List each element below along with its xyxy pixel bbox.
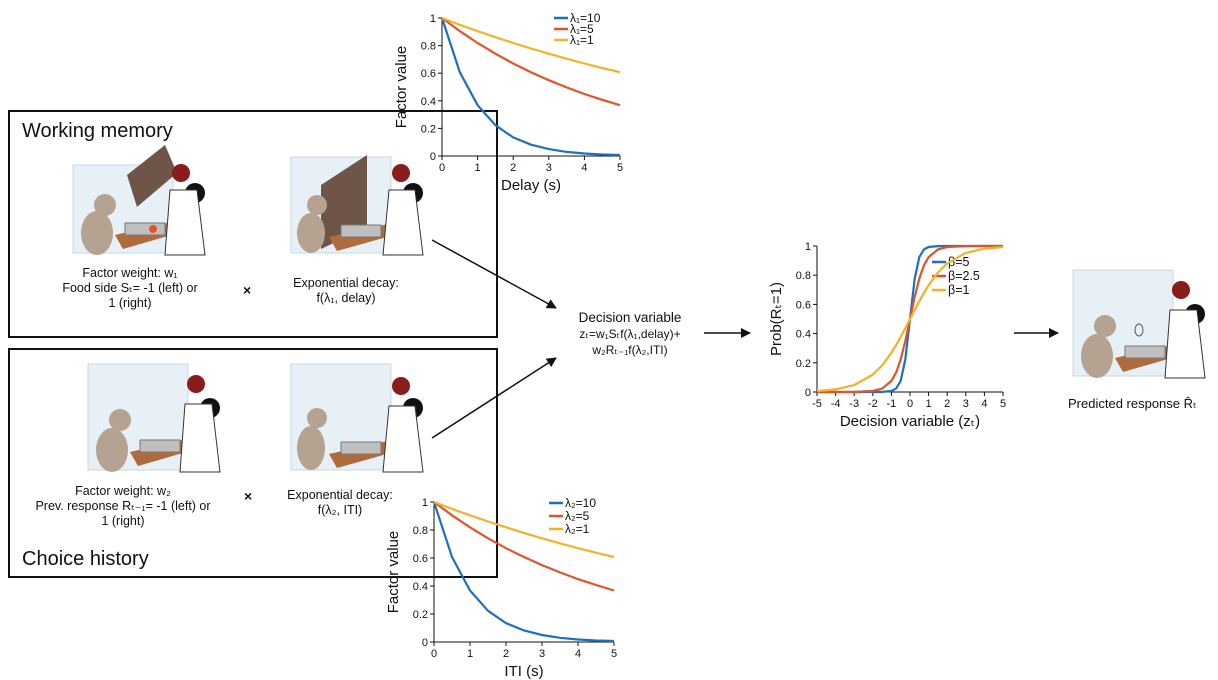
x-tick-label: 3 bbox=[546, 162, 552, 174]
x-tick-label: 0 bbox=[431, 648, 437, 660]
decision-variable-block: Decision variable zₜ=w₁Sₜf(λ₁,delay)+ w₂… bbox=[560, 310, 700, 358]
weight-caption-line: 1 (right) bbox=[101, 514, 145, 528]
y-tick-label: 1 bbox=[805, 241, 811, 253]
x-axis-label: Decision variable (zₜ) bbox=[840, 413, 980, 430]
x-axis-label: Delay (s) bbox=[501, 177, 561, 194]
legend-label: λ₂=5 bbox=[565, 509, 590, 523]
x-tick-label: 2 bbox=[503, 648, 509, 660]
iti-decay-caption: Exponential decay: f(λ₂, ITI) bbox=[270, 488, 410, 518]
decay-caption-line: Exponential decay: bbox=[287, 488, 393, 502]
y-tick-label: 0.2 bbox=[413, 609, 428, 621]
weight-caption-line: Factor weight: w₂ bbox=[75, 484, 171, 498]
y-axis-label: Factor value bbox=[385, 531, 402, 614]
y-tick-label: 1 bbox=[430, 13, 436, 25]
weight-caption-line: Prev. response Rₜ₋₁= -1 (left) or bbox=[35, 499, 211, 513]
y-tick-label: 0 bbox=[805, 387, 811, 399]
y-tick-label: 0.6 bbox=[421, 68, 436, 80]
legend-label: λ₁=1 bbox=[570, 33, 594, 47]
y-tick-label: 0.4 bbox=[421, 96, 436, 108]
y-tick-label: 0.4 bbox=[413, 581, 428, 593]
x-tick-label: 1 bbox=[926, 398, 932, 410]
series-line bbox=[816, 245, 1004, 393]
y-tick-label: 0.8 bbox=[413, 525, 428, 537]
choice-history-response-illustration bbox=[87, 363, 221, 473]
x-tick-label: 1 bbox=[475, 162, 481, 174]
delay-decay-chart: 0 1 2 3 4 5 0 0.2 0.4 0.6 0.8 1 Delay (s) Factor valu… bbox=[393, 11, 623, 194]
predicted-response-illustration bbox=[1072, 269, 1206, 379]
y-tick-label: 0 bbox=[430, 151, 436, 163]
weight-caption-line: 1 (right) bbox=[108, 296, 152, 310]
multiply-sign: × bbox=[243, 282, 252, 298]
decay-caption-line: Exponential decay: bbox=[293, 276, 399, 290]
series-line bbox=[441, 17, 621, 107]
x-tick-label: 0 bbox=[907, 398, 913, 410]
x-tick-label: 5 bbox=[1000, 398, 1006, 410]
y-tick-label: 0.2 bbox=[796, 358, 811, 370]
prev-response-caption: Factor weight: w₂ Prev. response Rₜ₋₁= -… bbox=[18, 484, 228, 529]
working-memory-title: Working memory bbox=[22, 120, 173, 142]
multiply-sign: × bbox=[244, 488, 253, 504]
legend-label: λ₂=1 bbox=[565, 522, 590, 536]
choice-history-panel bbox=[8, 348, 498, 578]
legend-label: λ₂=10 bbox=[565, 496, 596, 510]
y-tick-label: 0 bbox=[422, 637, 428, 649]
y-axis-label: Prob(Rₜ=1) bbox=[768, 282, 785, 356]
y-tick-label: 0.6 bbox=[413, 553, 428, 565]
legend-label: β=2.5 bbox=[948, 269, 980, 283]
y-tick-label: 0.6 bbox=[796, 299, 811, 311]
delay-decay-caption: Exponential decay: f(λ₁, delay) bbox=[276, 276, 416, 306]
predicted-response-label: Predicted response R̂ₜ bbox=[1068, 396, 1197, 411]
choice-history-iti-illustration bbox=[290, 363, 424, 473]
legend-label: λ₁=5 bbox=[570, 22, 594, 36]
x-tick-label: -2 bbox=[868, 398, 878, 410]
food-side-caption: Factor weight: w₁ Food side Sₜ= -1 (left… bbox=[40, 266, 220, 311]
x-tick-label: 4 bbox=[981, 398, 987, 410]
x-tick-label: 3 bbox=[539, 648, 545, 660]
choice-history-title: Choice history bbox=[22, 548, 149, 570]
series-line bbox=[433, 501, 615, 592]
y-tick-label: 0.2 bbox=[421, 123, 436, 135]
x-tick-label: 2 bbox=[944, 398, 950, 410]
x-tick-label: 5 bbox=[611, 648, 617, 660]
decay-caption-line: f(λ₁, delay) bbox=[316, 291, 376, 305]
x-tick-label: 4 bbox=[575, 648, 581, 660]
decay-caption-line: f(λ₂, ITI) bbox=[317, 503, 363, 517]
legend-label: β=1 bbox=[948, 283, 969, 297]
x-tick-label: 4 bbox=[581, 162, 587, 174]
series-line bbox=[440, 17, 621, 157]
x-tick-label: -5 bbox=[812, 398, 822, 410]
x-tick-label: -4 bbox=[831, 398, 841, 410]
decision-variable-title: Decision variable bbox=[578, 310, 682, 325]
x-tick-label: -3 bbox=[849, 398, 859, 410]
x-axis-label: ITI (s) bbox=[504, 663, 543, 680]
iti-decay-chart: 0 1 2 3 4 5 0 0.2 0.4 0.6 0.8 1 ITI (s) Factor value λ… bbox=[385, 496, 617, 680]
legend-label: β=5 bbox=[948, 255, 969, 269]
working-memory-delay-illustration bbox=[290, 155, 424, 256]
weight-caption-line: Food side Sₜ= -1 (left) or bbox=[62, 281, 198, 295]
series-line bbox=[441, 16, 621, 74]
legend-label: λ₁=10 bbox=[570, 11, 601, 25]
working-memory-panel bbox=[8, 110, 498, 338]
y-tick-label: 1 bbox=[422, 497, 428, 509]
x-tick-label: 3 bbox=[963, 398, 969, 410]
x-tick-label: -1 bbox=[887, 398, 897, 410]
x-tick-label: 0 bbox=[439, 162, 445, 174]
series-line bbox=[432, 501, 615, 643]
x-tick-label: 5 bbox=[617, 162, 623, 174]
y-tick-label: 0.4 bbox=[796, 329, 811, 341]
y-tick-label: 0.8 bbox=[421, 41, 436, 53]
series-line bbox=[433, 500, 615, 559]
decision-variable-formula-line2: w₂Rₜ₋₁f(λ₂,ITI) bbox=[592, 343, 668, 357]
x-tick-label: 1 bbox=[467, 648, 473, 660]
decision-variable-formula-line1: zₜ=w₁Sₜf(λ₁,delay)+ bbox=[579, 327, 681, 341]
weight-caption-line: Factor weight: w₁ bbox=[82, 266, 178, 280]
x-tick-label: 2 bbox=[510, 162, 516, 174]
y-axis-label: Factor value bbox=[393, 46, 410, 129]
working-memory-cue-illustration bbox=[72, 145, 206, 256]
y-tick-label: 0.8 bbox=[796, 270, 811, 282]
